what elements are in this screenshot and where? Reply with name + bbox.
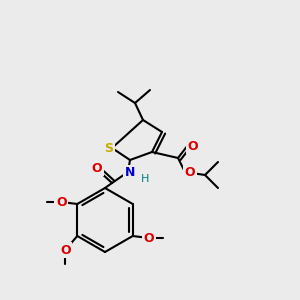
Text: O: O: [188, 140, 198, 152]
Text: S: S: [104, 142, 113, 155]
Text: O: O: [60, 244, 70, 256]
Text: O: O: [143, 232, 154, 244]
Text: O: O: [56, 196, 67, 208]
Text: O: O: [92, 161, 102, 175]
Text: H: H: [141, 174, 149, 184]
Text: O: O: [185, 167, 195, 179]
Text: N: N: [125, 167, 135, 179]
